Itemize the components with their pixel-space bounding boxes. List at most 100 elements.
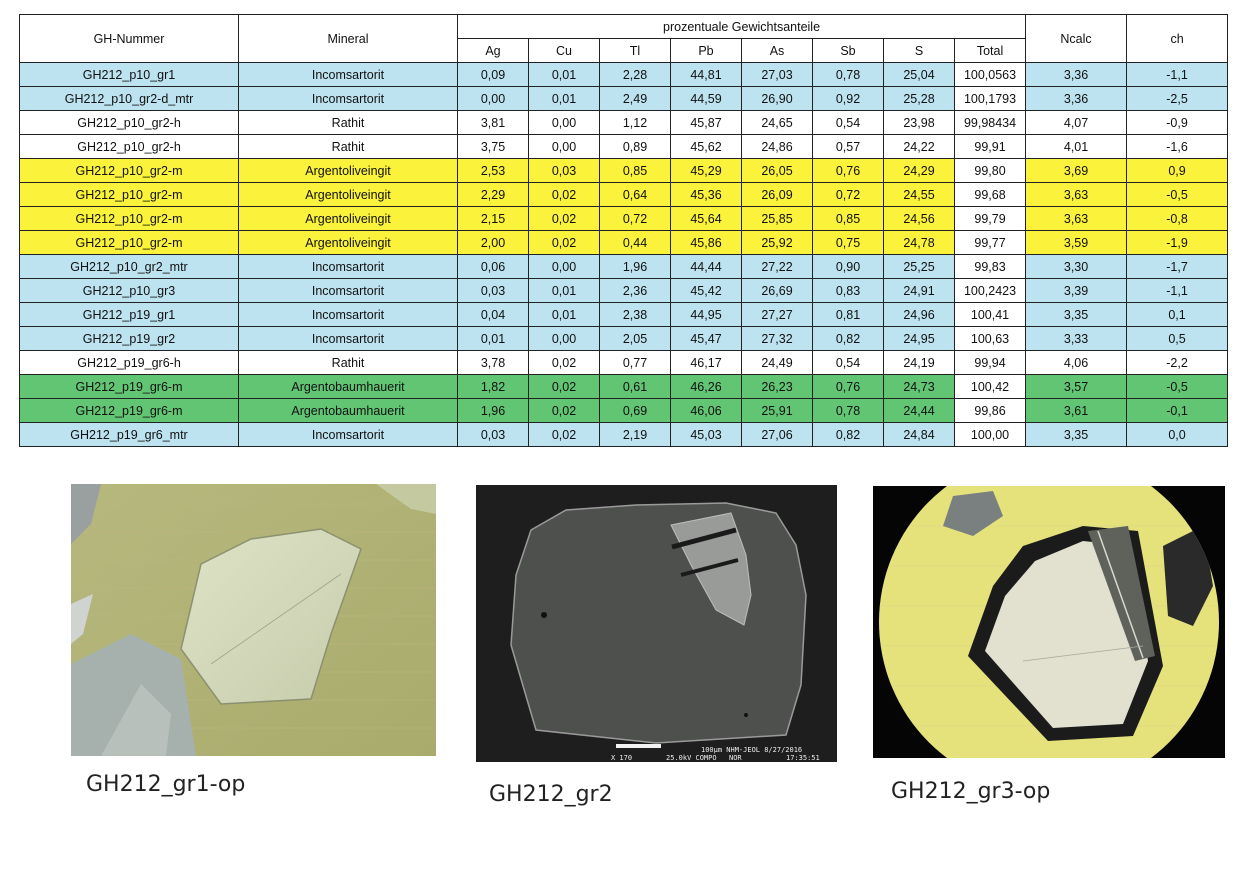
cell-tl: 2,49 bbox=[599, 86, 671, 111]
cell-mineral: Argentoliveingit bbox=[238, 182, 458, 207]
cell-tl: 2,38 bbox=[599, 302, 671, 327]
header-element-sb: Sb bbox=[812, 38, 884, 63]
cell-total: 100,00 bbox=[953, 422, 1027, 447]
cell-sb: 0,81 bbox=[812, 302, 884, 327]
cell-ag: 2,29 bbox=[457, 182, 529, 207]
cell-ch: -2,2 bbox=[1126, 350, 1229, 375]
header-element-total: Total bbox=[953, 38, 1027, 63]
cell-ncalc: 3,57 bbox=[1025, 374, 1128, 399]
cell-tl: 2,05 bbox=[599, 326, 671, 351]
cell-gh-nummer: GH212_p10_gr2-h bbox=[19, 110, 239, 135]
cell-pb: 44,95 bbox=[670, 302, 742, 327]
cell-gh-nummer: GH212_p10_gr2-h bbox=[19, 134, 239, 159]
optical-micrograph-gr3-graphic bbox=[873, 486, 1225, 758]
cell-mineral: Argentobaumhauerit bbox=[238, 374, 458, 399]
cell-as: 26,90 bbox=[741, 86, 813, 111]
cell-ch: -1,6 bbox=[1126, 134, 1229, 159]
optical-micrograph-gr3 bbox=[873, 486, 1225, 758]
cell-tl: 0,89 bbox=[599, 134, 671, 159]
header-element-pb: Pb bbox=[670, 38, 742, 63]
cell-mineral: Incomsartorit bbox=[238, 86, 458, 111]
cell-sb: 0,90 bbox=[812, 254, 884, 279]
cell-ncalc: 3,39 bbox=[1025, 278, 1128, 303]
cell-tl: 0,72 bbox=[599, 206, 671, 231]
cell-ag: 3,75 bbox=[457, 134, 529, 159]
cell-sb: 0,75 bbox=[812, 230, 884, 255]
cell-ag: 2,00 bbox=[457, 230, 529, 255]
composition-table: GH-Nummer Mineral prozentuale Gewichtsan… bbox=[19, 14, 1229, 447]
cell-pb: 45,47 bbox=[670, 326, 742, 351]
table-row: GH212_p10_gr2-h Rathit 3,75 0,00 0,89 45,62 24… bbox=[19, 134, 1229, 159]
cell-total: 100,0563 bbox=[953, 62, 1027, 87]
cell-mineral: Incomsartorit bbox=[238, 422, 458, 447]
table-row: GH212_p19_gr6-m Argentobaumhauerit 1,82 0,0… bbox=[19, 374, 1229, 399]
cell-total: 100,42 bbox=[953, 374, 1027, 399]
cell-sb: 0,82 bbox=[812, 422, 884, 447]
cell-ag: 0,00 bbox=[457, 86, 529, 111]
header-weight-percent-group: prozentuale Gewichtsanteile bbox=[456, 14, 1027, 39]
cell-gh-nummer: GH212_p19_gr6-m bbox=[19, 374, 239, 399]
cell-gh-nummer: GH212_p19_gr6-m bbox=[19, 398, 239, 423]
header-element-s: S bbox=[883, 38, 955, 63]
cell-total: 100,2423 bbox=[953, 278, 1027, 303]
cell-pb: 45,42 bbox=[670, 278, 742, 303]
cell-gh-nummer: GH212_p10_gr2-m bbox=[19, 230, 239, 255]
cell-pb: 44,44 bbox=[670, 254, 742, 279]
cell-mineral: Argentobaumhauerit bbox=[238, 398, 458, 423]
cell-total: 99,68 bbox=[953, 182, 1027, 207]
cell-sb: 0,72 bbox=[812, 182, 884, 207]
cell-mineral: Argentoliveingit bbox=[238, 206, 458, 231]
cell-mineral: Rathit bbox=[238, 110, 458, 135]
cell-tl: 2,19 bbox=[599, 422, 671, 447]
cell-as: 25,85 bbox=[741, 206, 813, 231]
cell-total: 100,41 bbox=[953, 302, 1027, 327]
cell-ag: 0,04 bbox=[457, 302, 529, 327]
cell-gh-nummer: GH212_p19_gr1 bbox=[19, 302, 239, 327]
cell-total: 99,83 bbox=[953, 254, 1027, 279]
cell-cu: 0,02 bbox=[528, 398, 600, 423]
cell-cu: 0,00 bbox=[528, 326, 600, 351]
cell-ag: 0,03 bbox=[457, 422, 529, 447]
cell-gh-nummer: GH212_p10_gr2-m bbox=[19, 158, 239, 183]
cell-ag: 0,06 bbox=[457, 254, 529, 279]
cell-total: 99,94 bbox=[953, 350, 1027, 375]
header-mineral: Mineral bbox=[238, 14, 458, 63]
cell-tl: 2,36 bbox=[599, 278, 671, 303]
cell-as: 26,69 bbox=[741, 278, 813, 303]
cell-cu: 0,02 bbox=[528, 206, 600, 231]
cell-pb: 45,87 bbox=[670, 110, 742, 135]
cell-ncalc: 3,63 bbox=[1025, 206, 1128, 231]
caption-gr2: GH212_gr2 bbox=[489, 782, 613, 807]
cell-total: 100,63 bbox=[953, 326, 1027, 351]
header-ncalc: Ncalc bbox=[1025, 14, 1128, 63]
optical-micrograph-gr1 bbox=[71, 484, 436, 756]
cell-pb: 44,81 bbox=[670, 62, 742, 87]
header-element-cu: Cu bbox=[528, 38, 600, 63]
cell-ag: 2,15 bbox=[457, 206, 529, 231]
cell-ag: 0,01 bbox=[457, 326, 529, 351]
cell-cu: 0,01 bbox=[528, 86, 600, 111]
cell-gh-nummer: GH212_p19_gr6-h bbox=[19, 350, 239, 375]
cell-cu: 0,02 bbox=[528, 350, 600, 375]
cell-mineral: Incomsartorit bbox=[238, 254, 458, 279]
table-row: GH212_p19_gr2 Incomsartorit 0,01 0,00 2,05 45… bbox=[19, 326, 1229, 351]
cell-s: 24,95 bbox=[883, 326, 955, 351]
cell-s: 24,84 bbox=[883, 422, 955, 447]
cell-mineral: Incomsartorit bbox=[238, 326, 458, 351]
cell-total: 99,80 bbox=[953, 158, 1027, 183]
cell-gh-nummer: GH212_p10_gr2_mtr bbox=[19, 254, 239, 279]
cell-s: 24,44 bbox=[883, 398, 955, 423]
cell-ag: 3,78 bbox=[457, 350, 529, 375]
cell-ncalc: 3,63 bbox=[1025, 182, 1128, 207]
element-header-row: Ag Cu Tl Pb As Sb S Total bbox=[20, 38, 1228, 63]
cell-sb: 0,76 bbox=[812, 374, 884, 399]
cell-total: 99,98434 bbox=[953, 110, 1027, 135]
table-body: GH212_p10_gr1 Incomsartorit 0,09 0,01 2,28 44… bbox=[19, 62, 1229, 447]
cell-s: 24,78 bbox=[883, 230, 955, 255]
cell-ag: 3,81 bbox=[457, 110, 529, 135]
cell-cu: 0,02 bbox=[528, 230, 600, 255]
cell-tl: 0,69 bbox=[599, 398, 671, 423]
cell-ch: -0,9 bbox=[1126, 110, 1229, 135]
cell-ag: 0,09 bbox=[457, 62, 529, 87]
table-row: GH212_p19_gr6_mtr Incomsartorit 0,03 0,02 2,… bbox=[19, 422, 1229, 447]
